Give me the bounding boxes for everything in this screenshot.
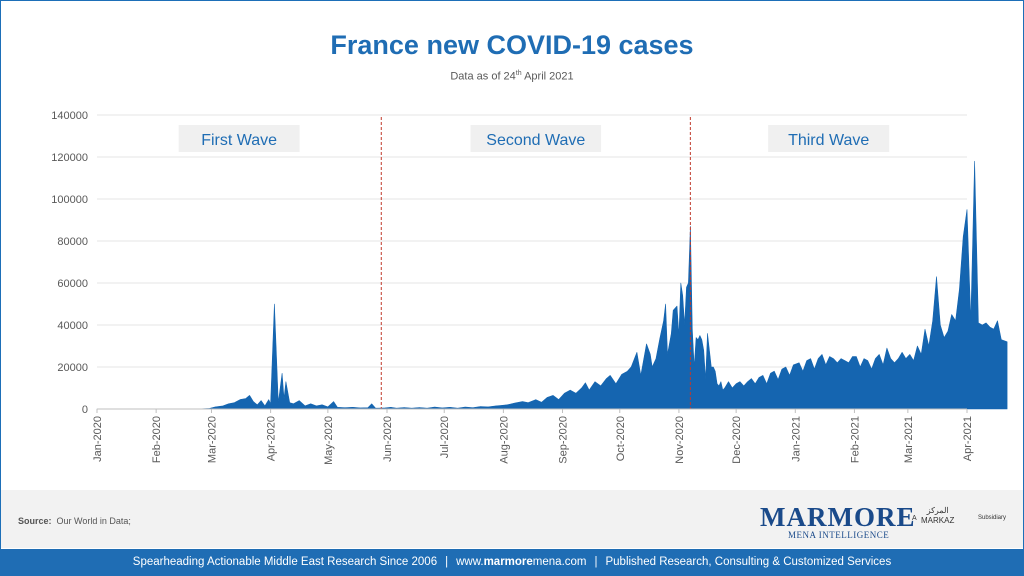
y-tick-label: 40000 [57,320,88,332]
footer-separator: | [445,556,449,568]
footer-services: Published Research, Consulting & Customi… [605,556,892,568]
y-tick-label: 80000 [57,236,88,248]
source-label: Source: [18,516,52,526]
wave-label: Third Wave [788,132,869,149]
chart-svg: 0 20000 40000 60000 80000 100000 120000 140000 F… [51,110,1008,465]
x-tick-label: Feb-2021 [849,416,861,463]
x-tick-label: Oct-2020 [615,416,627,461]
source-note: Source: Our World in Data; [18,516,131,526]
x-tick-label: Aug-2020 [498,416,510,464]
wave-label-box [470,125,602,152]
y-tick-label: 120000 [51,152,88,164]
logo-parent-arabic: المركز [926,506,949,515]
footer-url-prefix: www. [456,556,484,568]
footer-link[interactable]: www.marmoremena.com [456,556,586,568]
chart-title: France new COVID-19 cases [330,30,694,60]
subtitle-sup: th [515,70,522,77]
logo-prefix: A [912,515,917,522]
logo-parent: المركز MARKAZ [921,506,954,526]
footer-separator: | [594,556,598,568]
y-tick-label: 0 [82,404,88,416]
footer-tagline: Spearheading Actionable Middle East Rese… [132,556,438,568]
area-series [96,160,1008,410]
logo-suffix: Subsidiary [978,515,1007,521]
x-tick-label: Jul-2020 [439,416,451,458]
x-tick-label: Jan-2020 [92,416,104,462]
wave-label: First Wave [201,132,277,149]
x-tick-label: Mar-2020 [206,416,218,463]
x-tick-label: Nov-2020 [674,416,686,464]
x-tick-label: Feb-2020 [151,416,163,463]
y-tick-label: 100000 [51,194,88,206]
footer-url-bold: marmore [483,556,533,568]
source-text: Our World in Data; [56,516,131,526]
chart-subtitle: Data as of 24th April 2021 [0,70,1024,83]
x-tick-label: Apr-2020 [266,416,278,461]
x-tick-label: Jun-2020 [382,416,394,462]
y-tick-label: 140000 [51,110,88,122]
x-tick-label: Dec-2020 [731,416,743,464]
subtitle-prefix: Data as of 24 [450,70,516,83]
x-tick-label: Mar-2021 [903,416,915,463]
x-tick-label: Sep-2020 [558,416,570,464]
marmore-logo: MARMORE MENA INTELLIGENCE A المركز MARKAZ… [760,500,1010,544]
x-tick-label: Apr-2021 [962,416,974,461]
footer-bar: Spearheading Actionable Middle East Rese… [0,549,1024,576]
footer-url-suffix: mena.com [532,556,587,568]
x-tick-label: Jan-2021 [790,416,802,462]
y-tick-label: 20000 [57,362,88,374]
wave-label: Second Wave [486,132,585,149]
logo-wordmark: MARMORE [760,502,916,532]
logo-parent-latin: MARKAZ [921,516,955,525]
logo-tagline: MENA INTELLIGENCE [788,530,890,540]
subtitle-suffix: April 2021 [521,70,574,83]
wave-label-box [178,125,300,152]
source-band [1,490,1023,548]
y-tick-label: 60000 [57,278,88,290]
wave-label-box [768,125,890,152]
x-tick-label: May-2020 [323,416,335,465]
